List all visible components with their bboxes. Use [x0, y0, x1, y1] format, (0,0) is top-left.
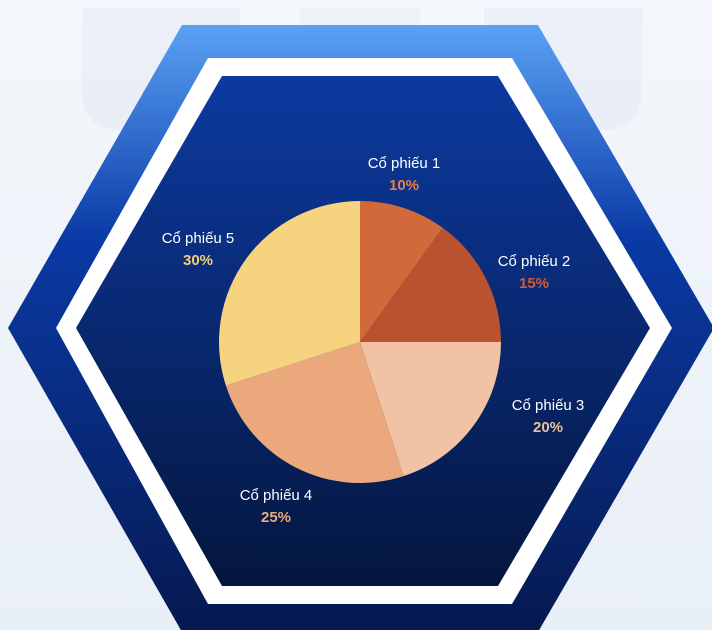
slice-value-1: 10% — [389, 177, 419, 194]
slice-label-2: Cổ phiếu 2 — [498, 253, 571, 270]
pie-chart — [218, 200, 502, 484]
slice-value-4: 25% — [261, 509, 291, 526]
slice-label-4: Cổ phiếu 4 — [240, 487, 313, 504]
pie-slice-2 — [360, 227, 501, 342]
slice-label-5: Cổ phiếu 5 — [162, 230, 235, 247]
pie-labels: Cổ phiếu 1 10% Cổ phiếu 2 15% Cổ phiếu 3 20% C… — [162, 155, 585, 526]
pie-slice-5 — [218, 201, 360, 386]
slice-label-3: Cổ phiếu 3 — [512, 397, 585, 414]
slice-value-5: 30% — [183, 252, 213, 269]
slice-value-2: 15% — [519, 275, 549, 292]
slice-value-3: 20% — [533, 419, 563, 436]
pie-slice-1 — [360, 200, 443, 342]
slice-label-1: Cổ phiếu 1 — [368, 155, 441, 172]
pie-slice-3 — [360, 342, 502, 477]
pie-slice-4 — [225, 342, 404, 484]
